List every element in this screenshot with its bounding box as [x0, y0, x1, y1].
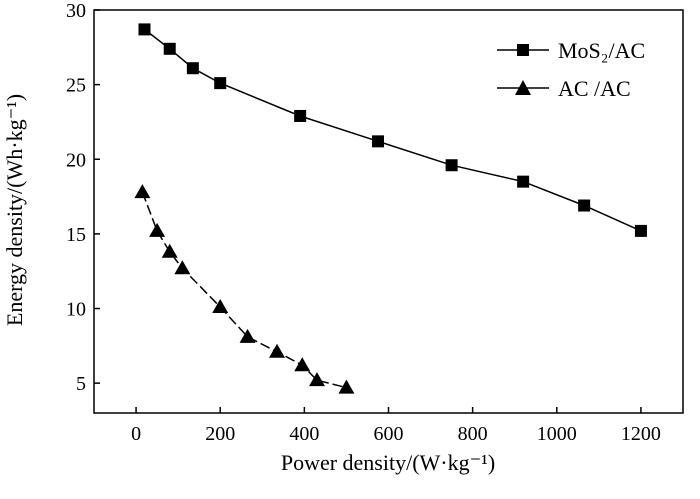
x-tick-label-1: 200	[205, 423, 235, 445]
point-mos2-7	[517, 175, 530, 188]
point-mos2-5	[371, 135, 384, 148]
point-mos2-0	[138, 23, 151, 36]
y-tick-label-4: 25	[66, 75, 86, 97]
point-mos2-8	[578, 199, 591, 212]
point-acac-9	[338, 379, 355, 394]
point-mos2-6	[445, 159, 458, 172]
point-acac-1	[149, 222, 166, 237]
point-acac-6	[269, 343, 286, 358]
point-acac-0	[134, 184, 151, 199]
point-acac-7	[294, 357, 311, 372]
point-acac-5	[239, 328, 256, 343]
point-acac-8	[308, 372, 325, 387]
y-axis-title: Energy density/(Wh·kg⁻¹)	[2, 94, 27, 326]
series-line-mos2	[144, 28, 642, 232]
legend-marker-square	[517, 44, 529, 56]
series-line-acac	[141, 191, 347, 389]
point-acac-4	[212, 299, 229, 314]
point-acac-2	[161, 243, 178, 258]
legend: MoS₂/AC AC /AC	[497, 38, 645, 101]
point-mos2-3	[214, 77, 227, 90]
x-tick-label-6: 1200	[621, 423, 661, 445]
point-mos2-9	[634, 224, 647, 237]
x-axis-title: Power density/(W·kg⁻¹)	[281, 450, 495, 475]
y-tick-label-1: 10	[66, 299, 86, 321]
legend-label-mos2: MoS₂/AC	[558, 38, 645, 63]
plot-frame	[93, 9, 684, 414]
x-tick-label-4: 800	[458, 423, 488, 445]
x-tick-label-2: 400	[289, 423, 319, 445]
x-tick-label-3: 600	[374, 423, 404, 445]
point-acac-3	[174, 260, 191, 275]
point-mos2-4	[294, 109, 307, 122]
point-mos2-1	[163, 42, 176, 55]
y-tick-label-3: 20	[66, 149, 86, 171]
point-mos2-2	[186, 62, 199, 75]
legend-label-acac: AC /AC	[558, 76, 631, 101]
legend-marker-triangle	[515, 80, 531, 95]
y-tick-label-0: 5	[76, 373, 86, 395]
y-tick-label-2: 15	[66, 224, 86, 246]
x-tick-label-0: 0	[131, 423, 141, 445]
series-layer	[134, 23, 647, 394]
x-tick-label-5: 1000	[537, 423, 577, 445]
y-tick-label-5: 30	[66, 0, 86, 22]
ticks-layer: 0 200 400 600 800 1000 1200 5 10 15 20 25 30	[66, 0, 661, 445]
